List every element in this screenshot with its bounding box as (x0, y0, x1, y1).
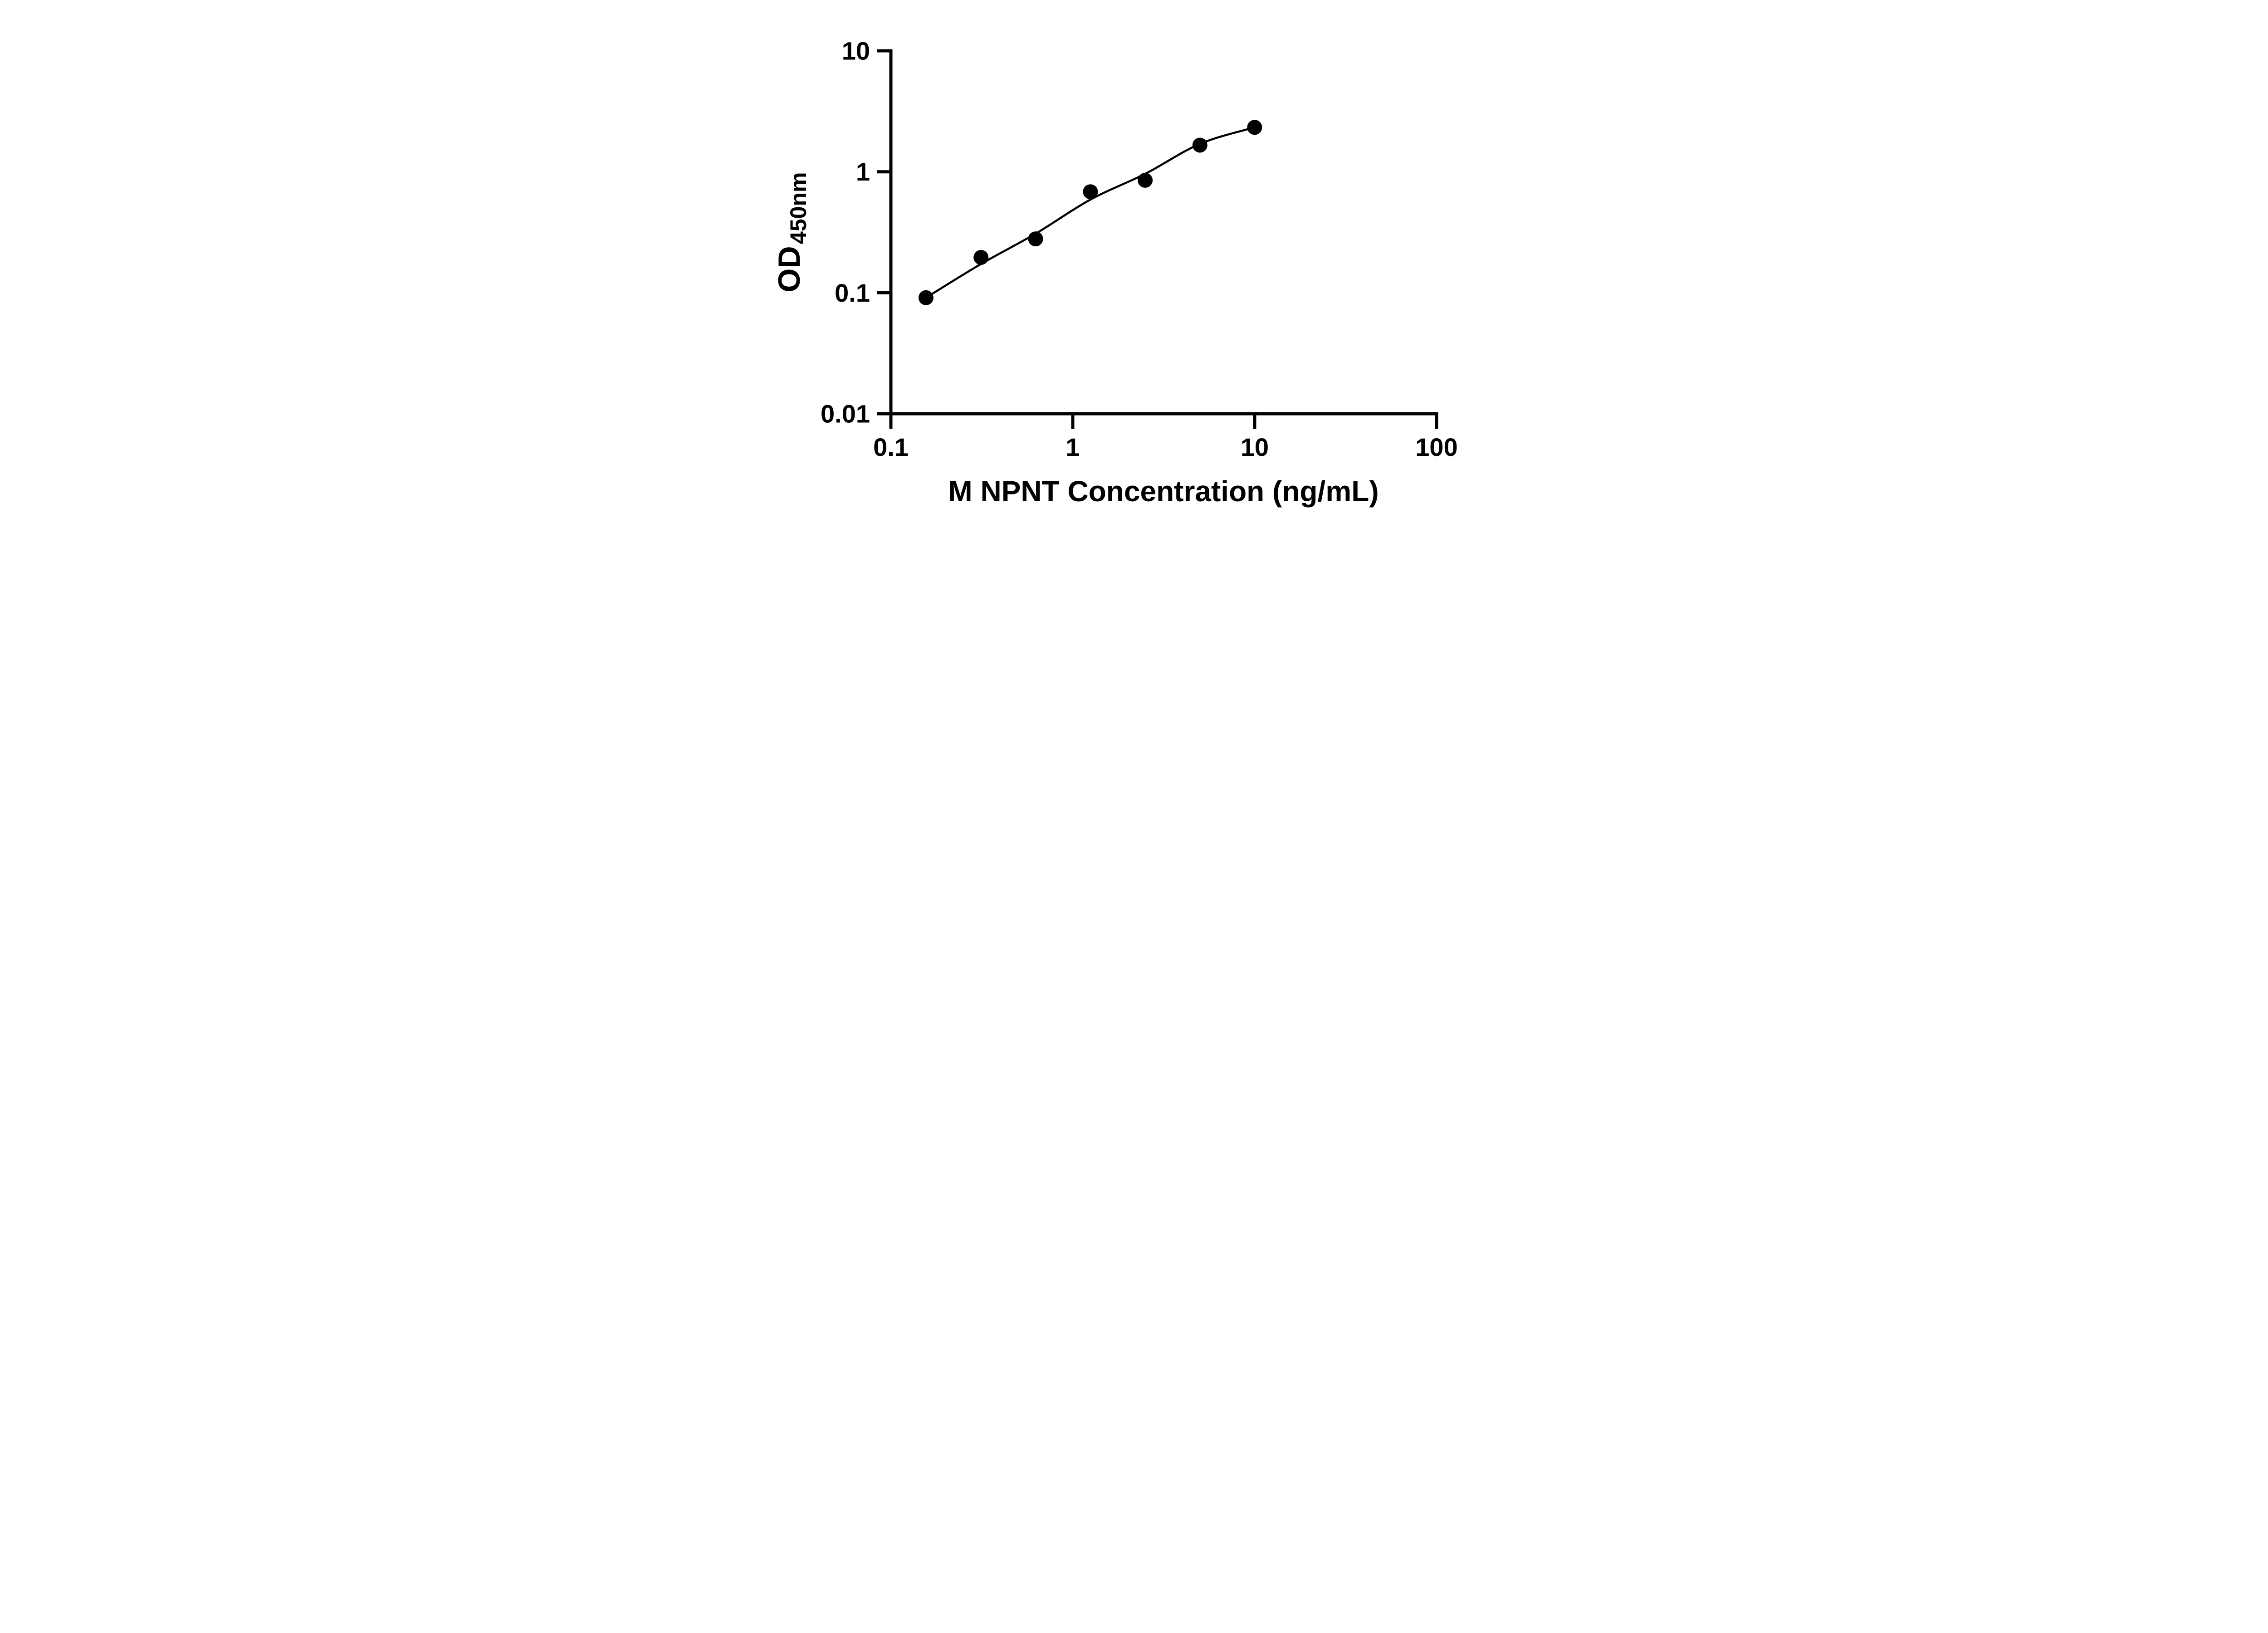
data-point-7 (1247, 120, 1262, 135)
data-point-2 (973, 250, 989, 265)
data-point-4 (1083, 184, 1098, 200)
y-tick-label-10: 10 (842, 37, 870, 65)
y-tick-label-0.1: 0.1 (835, 279, 870, 307)
x-axis-ticks (889, 414, 1438, 429)
y-axis-ticks (877, 49, 891, 416)
data-points (918, 120, 1262, 305)
y-axis-title-subscript: 450nm (786, 172, 811, 244)
y-axis: 10 1 0.1 0.01 OD 450nm (772, 37, 893, 428)
x-axis-title: M NPNT Concentration (ng/mL) (948, 475, 1378, 508)
y-tick-label-1: 1 (856, 157, 870, 186)
figure-stage: 10 1 0.1 0.01 OD 450nm 0.1 1 10 100 M NPNT Con… (749, 0, 1519, 544)
x-axis: 0.1 1 10 100 M NPNT Concentration (ng/mL) (873, 412, 1458, 508)
y-axis-title: OD 450nm (772, 172, 811, 293)
x-tick-label-1: 1 (1066, 433, 1080, 461)
x-tick-label-100: 100 (1415, 433, 1457, 461)
data-point-5 (1138, 172, 1153, 188)
data-point-6 (1192, 137, 1207, 153)
figure-background (749, 0, 1519, 544)
y-axis-title-main: OD (772, 246, 807, 292)
y-axis-tick-labels: 10 1 0.1 0.01 (821, 37, 870, 428)
data-point-3 (1028, 231, 1043, 247)
x-tick-label-10: 10 (1241, 433, 1269, 461)
x-axis-tick-labels: 0.1 1 10 100 (873, 433, 1458, 461)
data-point-1 (918, 290, 934, 305)
x-tick-label-0.1: 0.1 (873, 433, 909, 461)
y-tick-label-0.01: 0.01 (821, 400, 870, 428)
